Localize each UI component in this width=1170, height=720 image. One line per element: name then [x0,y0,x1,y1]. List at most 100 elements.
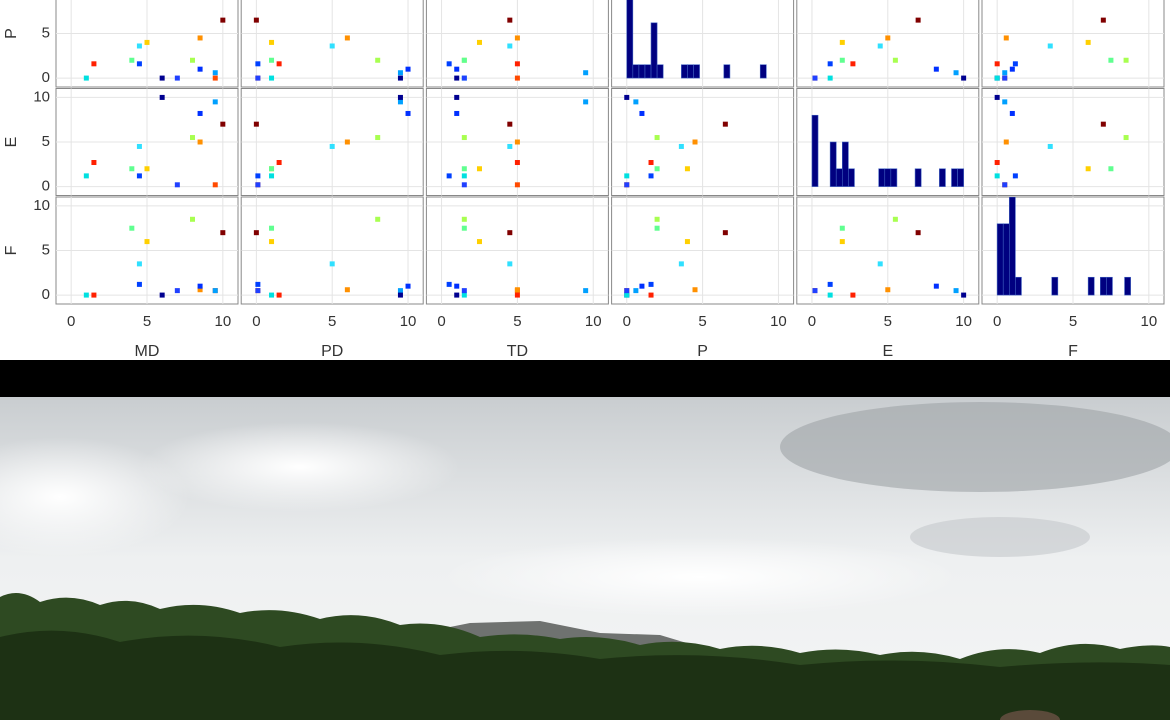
y-tick-label: 5 [42,24,50,41]
scatter-point [190,135,195,141]
y-tick-label: 0 [42,286,50,303]
x-axis-label: MD [135,343,160,360]
y-tick-label: 5 [42,133,50,150]
histogram-bar [884,168,892,187]
cell [611,88,794,196]
cell [241,0,424,87]
scatter-point [174,288,180,294]
x-tick-label: 0 [252,313,260,330]
scatter-point [885,35,891,41]
scatter-point [514,160,520,166]
cloud [140,422,460,512]
histogram-bar [957,168,964,187]
histogram-bar [1087,276,1095,296]
scatter-point [1085,39,1091,45]
scatter-point [892,216,898,222]
scatter-point [476,39,482,45]
y-axis-label: E [3,137,20,148]
x-axis-label: PD [321,343,343,360]
histogram-bar [811,114,819,187]
scatter-point [83,292,89,298]
scatter-point [654,135,660,141]
scatter-point [397,75,403,81]
scatter-point [507,143,513,149]
scatter-point [507,121,513,127]
scatter-point [915,230,921,236]
scatter-point [476,239,482,245]
histogram-bar [1100,276,1107,296]
scatter-point [174,182,180,188]
separator-band [0,360,1170,397]
scatter-point [276,160,282,166]
scatter-point [1002,75,1008,81]
histogram-bar [723,64,731,79]
scatter-point [812,288,818,294]
scatter-point [722,230,728,236]
scatter-point [461,135,467,141]
scatter-point [83,75,89,81]
scatter-point [692,287,698,293]
scatter-point [961,292,967,298]
scatter-point [159,292,165,298]
scatter-point [255,281,261,287]
scatter-point [678,261,684,267]
cell [56,0,238,87]
y-tick-label: 5 [42,241,50,258]
scatter-point [892,57,898,63]
histogram-bar [632,64,640,79]
scatter-point [144,39,150,45]
x-axis-label: E [882,343,893,360]
x-tick-label: 10 [955,313,972,330]
x-axis-label: TD [507,343,528,360]
scatter-point [1009,66,1015,72]
scatter-point [454,94,460,100]
scatter-point [461,166,467,172]
scatter-point [255,182,261,188]
scatter-point [915,17,921,23]
scatter-point [212,182,218,188]
scatter-point [639,283,645,289]
scatter-point [83,173,89,179]
scatter-point [839,225,845,231]
scatter-point [1047,143,1053,149]
scatter-point [1123,135,1129,141]
scatter-point [1003,35,1009,41]
scatter-point [461,216,467,222]
histogram-bar [829,141,837,187]
cell [241,197,424,304]
scatter-point [253,121,259,127]
scatter-point [454,75,460,81]
cell [982,88,1164,196]
scatter-point [269,166,275,172]
cell [611,0,794,87]
histogram-bar [914,168,922,187]
cell [982,197,1164,304]
scatter-point [269,173,275,179]
scatter-point [583,70,589,76]
scatter-point [344,139,350,145]
scatter-point [812,75,818,81]
y-tick-label: 10 [33,197,50,214]
scatter-point [933,283,939,289]
scatter-point [129,57,135,63]
x-tick-label: 10 [770,313,787,330]
scatter-point [397,288,403,294]
x-tick-label: 10 [1140,313,1157,330]
scatter-point [174,75,180,81]
scatter-point [953,288,959,294]
scatter-point [197,283,203,289]
scatter-point [212,288,218,294]
scatter-point [269,57,275,63]
scatter-point [648,160,654,166]
scatter-point [461,57,467,63]
y-tick-label: 0 [42,69,50,86]
cell [241,88,424,196]
scatter-point [850,292,856,298]
scatter-point [212,75,218,81]
scatter-point [454,66,460,72]
histogram-bar [939,168,946,187]
scatter-point [212,99,218,105]
histogram-bar [835,168,843,187]
scatter-point [461,225,467,231]
scatter-point [375,135,381,141]
